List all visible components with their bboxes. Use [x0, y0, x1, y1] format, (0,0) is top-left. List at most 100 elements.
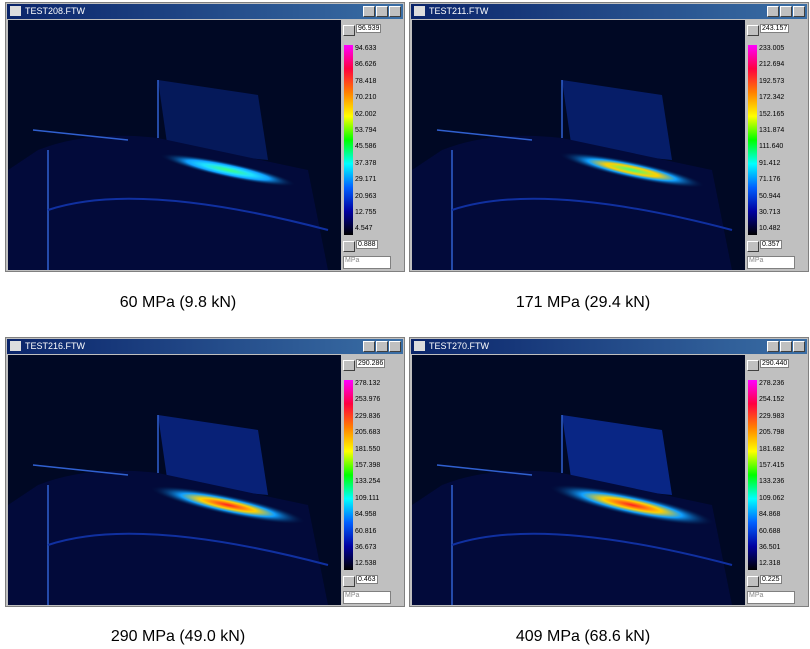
minimize-button[interactable] — [767, 341, 779, 352]
window-icon — [10, 341, 21, 351]
stress-image — [412, 355, 745, 605]
window: TEST211.FTW 243.157 233.005 212.694 192.573… — [409, 2, 809, 272]
scale-label: 53.794 — [355, 127, 377, 134]
scale-label: 71.176 — [759, 176, 781, 184]
window-title: TEST270.FTW — [429, 341, 490, 351]
scale-label: 131.874 — [759, 127, 785, 134]
scale-label: 109.062 — [759, 494, 785, 502]
window: TEST270.FTW 290.440 278.236 254.152 229.983… — [409, 337, 809, 607]
scale-label: 84.868 — [759, 511, 781, 519]
max-label: 243.157 — [760, 24, 790, 33]
scale-label: 78.418 — [355, 77, 377, 85]
scroll-down[interactable] — [343, 241, 355, 252]
scale-label: 60.816 — [355, 527, 377, 535]
scale-label: 20.963 — [355, 192, 377, 200]
min-label: 0.357 — [760, 240, 782, 249]
minimize-button[interactable] — [363, 341, 375, 352]
scale-label: 60.688 — [759, 527, 781, 535]
scale-label: 157.398 — [355, 462, 381, 469]
window: TEST208.FTW 96.939 94.633 86.626 78.418 70.2… — [5, 2, 405, 272]
scale-label: 192.573 — [759, 77, 785, 85]
scale-label: 254.152 — [759, 396, 785, 404]
scroll-up[interactable] — [747, 25, 759, 36]
maximize-button[interactable] — [376, 6, 388, 17]
unit-select[interactable]: MPa — [343, 591, 391, 604]
scale-label: 152.165 — [759, 110, 785, 118]
title-bar: TEST270.FTW — [411, 339, 807, 354]
colorbar — [344, 45, 353, 235]
scale-label: 205.683 — [355, 429, 381, 437]
max-label: 290.440 — [760, 359, 790, 368]
close-button[interactable] — [793, 341, 805, 352]
colorbar — [748, 45, 757, 235]
window-title: TEST211.FTW — [429, 6, 489, 16]
scale-label: 12.538 — [355, 560, 377, 568]
scale-label: 253.976 — [355, 396, 381, 404]
maximize-button[interactable] — [780, 6, 792, 17]
scale-label: 36.673 — [355, 544, 377, 551]
minimize-button[interactable] — [363, 6, 375, 17]
stress-image — [8, 20, 341, 270]
window-icon — [10, 6, 21, 16]
window-icon — [414, 341, 425, 351]
colorbar — [344, 380, 353, 570]
window-icon — [414, 6, 425, 16]
scale-label: 172.342 — [759, 94, 785, 102]
scroll-down[interactable] — [343, 576, 355, 587]
caption: 60 MPa (9.8 kN) — [119, 294, 237, 311]
title-bar: TEST211.FTW — [411, 4, 807, 19]
window: TEST216.FTW 290.286 278.132 253.976 229.836… — [5, 337, 405, 607]
maximize-button[interactable] — [376, 341, 388, 352]
scale-label: 4.547 — [355, 225, 373, 233]
minimize-button[interactable] — [767, 6, 779, 17]
scale-label: 30.713 — [759, 209, 781, 216]
scale-label: 37.378 — [355, 159, 377, 167]
scale-label: 212.694 — [759, 61, 785, 69]
max-label: 290.286 — [356, 359, 386, 368]
scale-label: 133.254 — [355, 478, 381, 486]
scroll-up[interactable] — [343, 25, 355, 36]
stress-image — [412, 20, 745, 270]
scale-label: 70.210 — [355, 94, 377, 102]
title-bar: TEST216.FTW — [7, 339, 403, 354]
scale-label: 278.236 — [759, 380, 785, 387]
caption: 290 MPa (49.0 kN) — [110, 628, 246, 645]
scale-label: 91.412 — [759, 159, 781, 167]
scale-label: 86.626 — [355, 61, 377, 69]
min-label: 0.225 — [760, 575, 782, 584]
unit-select[interactable]: MPa — [747, 591, 795, 604]
unit-select[interactable]: MPa — [747, 256, 795, 269]
scroll-up[interactable] — [747, 360, 759, 371]
scroll-down[interactable] — [747, 576, 759, 587]
close-button[interactable] — [389, 341, 401, 352]
scale-label: 29.171 — [355, 176, 377, 184]
scale-label: 50.944 — [759, 192, 781, 200]
scale-label: 233.005 — [759, 45, 785, 52]
scale-label: 12.318 — [759, 560, 781, 568]
scale-label: 205.798 — [759, 429, 785, 437]
min-label: 0.888 — [356, 240, 378, 249]
caption: 409 MPa (68.6 kN) — [515, 628, 651, 645]
unit-select[interactable]: MPa — [343, 256, 391, 269]
close-button[interactable] — [793, 6, 805, 17]
caption: 171 MPa (29.4 kN) — [515, 294, 651, 311]
window-title: TEST208.FTW — [25, 6, 86, 16]
scale-label: 229.836 — [355, 412, 381, 420]
min-label: 0.463 — [356, 575, 378, 584]
scale-label: 109.111 — [355, 494, 380, 502]
title-bar: TEST208.FTW — [7, 4, 403, 19]
scale-label: 45.586 — [355, 143, 377, 151]
scale-label: 94.633 — [355, 45, 377, 52]
maximize-button[interactable] — [780, 341, 792, 352]
scale-label: 181.682 — [759, 445, 785, 453]
scale-label: 111.640 — [759, 143, 784, 151]
scale-label: 84.958 — [355, 511, 377, 519]
scale-label: 229.983 — [759, 412, 785, 420]
scale-label: 10.482 — [759, 225, 781, 233]
close-button[interactable] — [389, 6, 401, 17]
scale-label: 181.550 — [355, 445, 381, 453]
scroll-down[interactable] — [747, 241, 759, 252]
max-label: 96.939 — [356, 24, 382, 33]
scroll-up[interactable] — [343, 360, 355, 371]
